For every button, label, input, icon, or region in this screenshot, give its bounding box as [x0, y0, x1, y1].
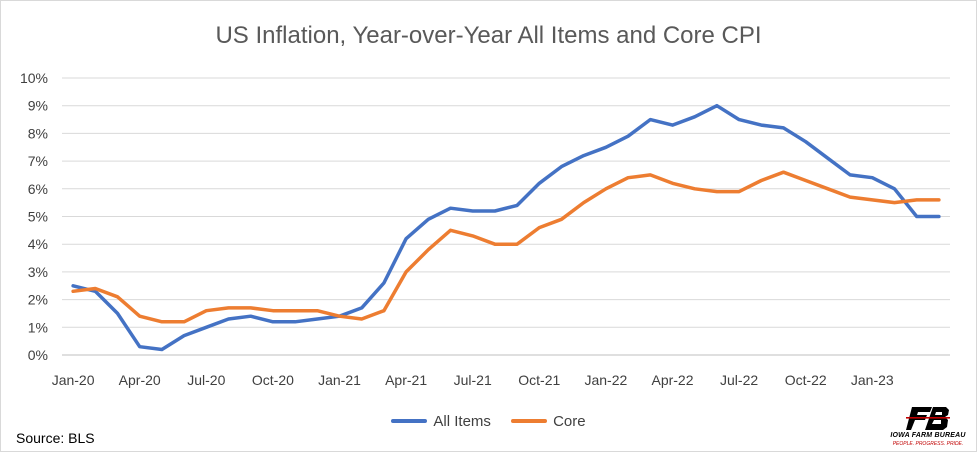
series-line-core	[71, 170, 941, 324]
x-tick-label: Jul-20	[187, 372, 225, 388]
y-tick-label: 2%	[28, 292, 48, 308]
y-tick-label: 3%	[28, 264, 48, 280]
legend: All Items Core	[0, 410, 977, 430]
logo-name: IOWA FARM BUREAU	[890, 432, 966, 439]
gridlines	[62, 77, 950, 356]
axes: 0% 1% 2% 3% 4% 5% 6% 7% 8% 9% 10% Jan-20 Apr-20 Jul-2…	[20, 70, 894, 388]
series-lines	[71, 103, 941, 352]
legend-label-core: Core	[553, 412, 586, 430]
y-tick-label: 10%	[20, 70, 48, 86]
chart-title: US Inflation, Year-over-Year All Items a…	[215, 22, 762, 49]
y-tick-label: 9%	[28, 98, 48, 114]
logo-tagline: PEOPLE. PROGRESS. PRIDE.	[892, 441, 964, 447]
x-tick-label: Jan-22	[584, 372, 627, 388]
y-tick-label: 8%	[28, 125, 48, 141]
y-tick-label: 4%	[28, 236, 48, 252]
legend-item-core: Core	[511, 413, 586, 430]
x-tick-label: Jul-21	[454, 372, 492, 388]
x-tick-label: Apr-21	[385, 372, 427, 388]
y-tick-label: 6%	[28, 181, 48, 197]
x-tick-label: Oct-22	[785, 372, 827, 388]
y-tick-label: 0%	[28, 347, 48, 363]
x-tick-label: Jan-21	[318, 372, 361, 388]
legend-swatch-all-items	[391, 419, 428, 423]
legend-swatch-core	[511, 419, 548, 423]
x-tick-label: Jul-22	[720, 372, 758, 388]
y-tick-label: 7%	[28, 153, 48, 169]
legend-item-all-items: All Items	[391, 413, 491, 430]
iowa-farm-bureau-logo: IOWA FARM BUREAU PEOPLE. PROGRESS. PRIDE…	[888, 405, 968, 449]
x-tick-label: Jan-20	[52, 372, 95, 388]
source-note: Source: BLS	[16, 430, 95, 446]
x-tick-label: Apr-20	[119, 372, 161, 388]
series-line-all-items	[71, 103, 941, 352]
legend-label-all-items: All Items	[433, 412, 491, 430]
y-tick-label: 5%	[28, 209, 48, 225]
x-tick-label: Jan-23	[851, 372, 894, 388]
x-tick-label: Apr-22	[651, 372, 693, 388]
x-tick-label: Oct-21	[518, 372, 560, 388]
x-tick-label: Oct-20	[252, 372, 294, 388]
farm-bureau-fb-icon	[906, 407, 950, 430]
y-tick-label: 1%	[28, 319, 48, 335]
